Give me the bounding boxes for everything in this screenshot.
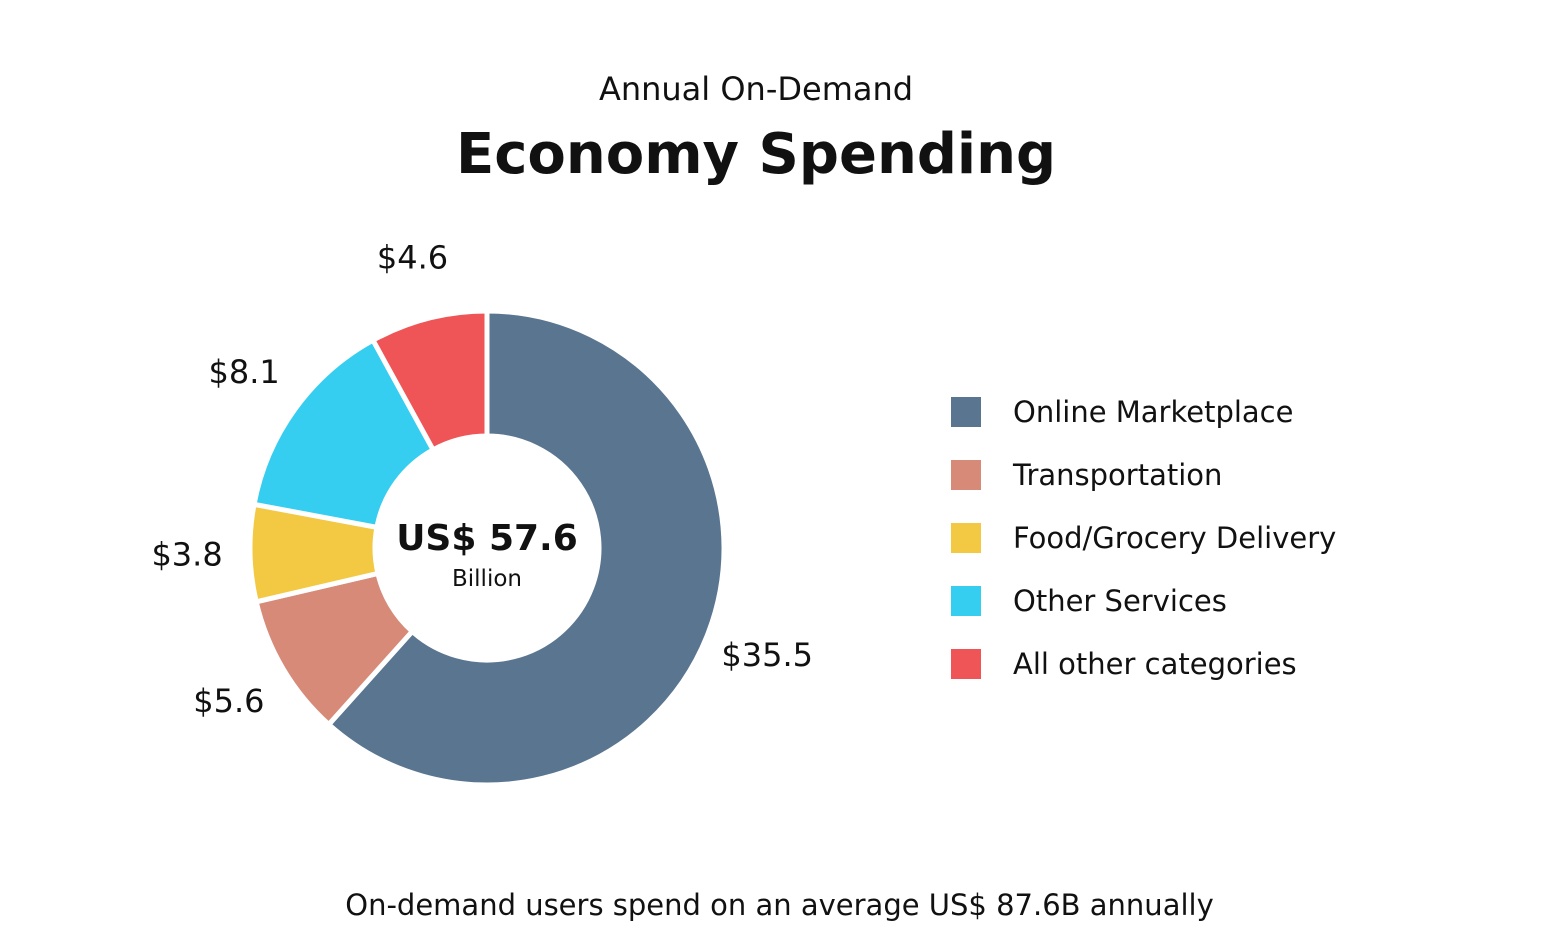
slice-value-label: $3.8 [151,536,222,574]
legend-label: Online Marketplace [1013,394,1294,429]
slice-online-marketplace [326,308,727,788]
legend-item-other-services: Other Services [951,569,1336,632]
slice-value-label: $4.6 [377,238,448,276]
legend-label: Food/Grocery Delivery [1013,520,1337,555]
legend-item-all-other-categories: All other categories [951,632,1336,695]
legend-swatch [951,585,981,616]
chart-title: Economy Spending [455,122,1057,187]
slice-value-label: $8.1 [208,353,279,391]
legend-item-online-marketplace: Online Marketplace [951,380,1336,443]
slice-value-label: $5.6 [193,682,264,720]
slice-all-other-categories [370,308,490,453]
legend-swatch [951,396,981,427]
legend-swatch [951,522,981,553]
slice-other-services [251,337,436,530]
center-total: US$ 57.6 [396,518,578,559]
chart-footnote: On-demand users spend on an average US$ … [345,888,1214,922]
slice-value-label: $35.5 [721,636,813,674]
chart-legend: Online Marketplace Transportation Food/Gro… [951,380,1336,695]
legend-swatch [951,459,981,490]
legend-swatch [951,648,981,679]
legend-label: All other categories [1013,646,1297,681]
legend-label: Transportation [1013,457,1223,492]
legend-item-transportation: Transportation [951,443,1336,506]
legend-item-food-grocery-delivery: Food/Grocery Delivery [951,506,1336,569]
legend-label: Other Services [1013,583,1227,618]
center-unit: Billion [452,566,522,592]
chart-subtitle: Annual On-Demand [598,70,914,108]
